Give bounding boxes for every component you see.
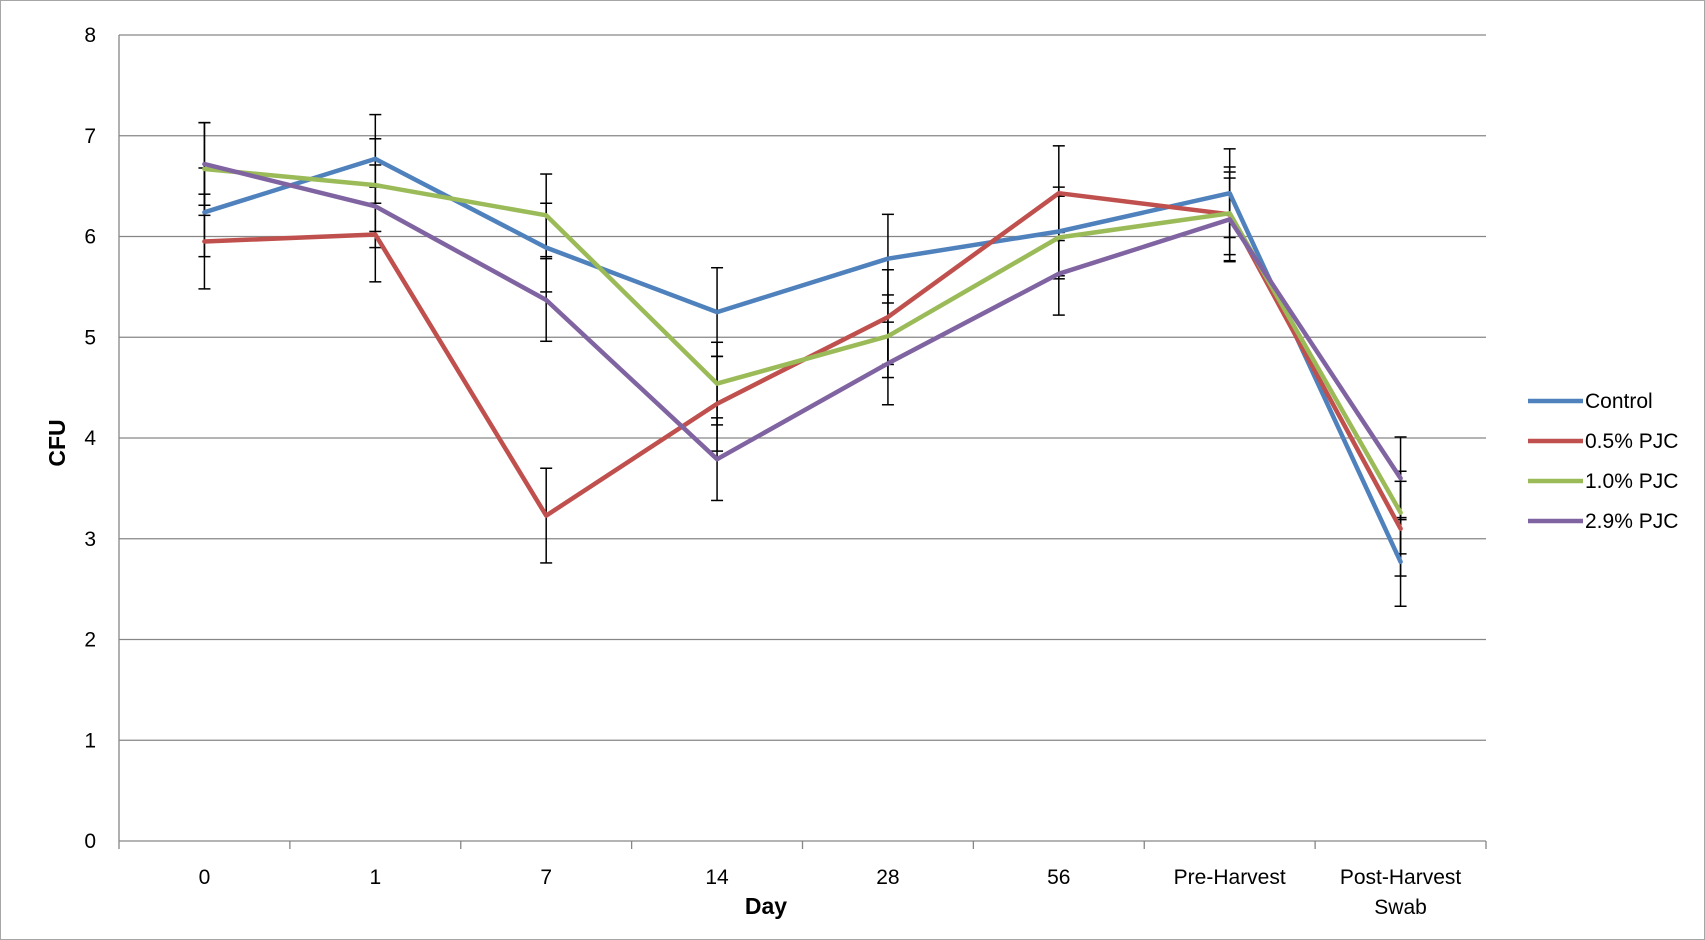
y-tick-label: 8: [84, 24, 96, 47]
series-lines: [202, 156, 1403, 565]
y-tick-label: 1: [84, 729, 96, 752]
legend-label: 2.9% PJC: [1585, 510, 1678, 533]
legend-label: 0.5% PJC: [1585, 430, 1678, 453]
x-tick-label: 28: [876, 866, 899, 889]
series-line-control: [202, 156, 1403, 565]
legend: Control 0.5% PJC 1.0% PJC 2.9% PJC: [1528, 390, 1678, 533]
y-tick-label: 0: [84, 830, 96, 853]
x-tick-label: 0: [199, 866, 211, 889]
gridlines: [119, 34, 1486, 741]
y-tick-label: 3: [84, 528, 96, 551]
series-line-1-0-pjc: [202, 166, 1403, 515]
x-tick-label: 14: [705, 866, 729, 889]
y-tick-label: 7: [84, 125, 96, 148]
x-tick-label: Swab: [1374, 896, 1427, 919]
legend-label: 1.0% PJC: [1585, 470, 1678, 493]
x-tick-label: Pre-Harvest: [1174, 866, 1286, 889]
x-tick-label: 1: [369, 866, 381, 889]
x-tick-label: 7: [540, 866, 552, 889]
legend-label: Control: [1585, 390, 1653, 413]
series-line-2-9-pjc: [202, 161, 1403, 481]
x-tick-label: 56: [1047, 866, 1070, 889]
axes: [118, 35, 1487, 849]
x-axis-title: Day: [745, 893, 787, 919]
y-tick-label: 4: [84, 427, 96, 450]
y-axis-title: CFU: [44, 419, 70, 466]
y-tick-label: 5: [84, 326, 96, 349]
y-tick-label: 6: [84, 226, 96, 249]
x-tick-label: Post-Harvest: [1340, 866, 1462, 889]
y-tick-label: 2: [84, 629, 96, 652]
